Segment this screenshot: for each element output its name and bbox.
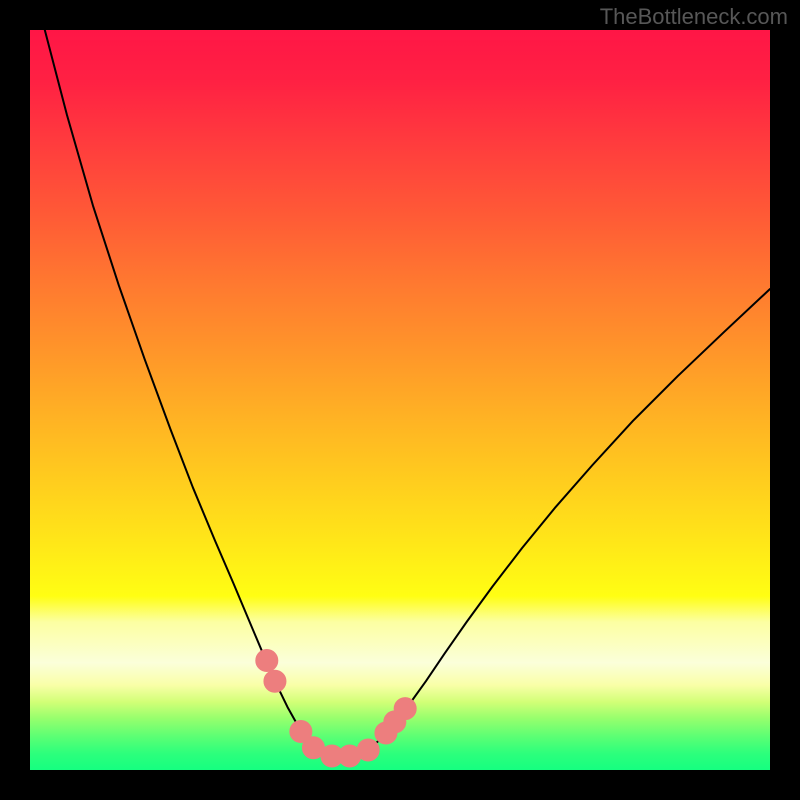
marker-group [256, 649, 416, 766]
plot-area [30, 30, 770, 770]
data-marker [394, 698, 416, 720]
bottleneck-curve [45, 30, 770, 758]
data-marker [357, 739, 379, 761]
data-marker [264, 670, 286, 692]
curve-layer [30, 30, 770, 770]
chart-frame: TheBottleneck.com [0, 0, 800, 800]
watermark-text: TheBottleneck.com [600, 4, 788, 30]
data-marker [256, 649, 278, 671]
